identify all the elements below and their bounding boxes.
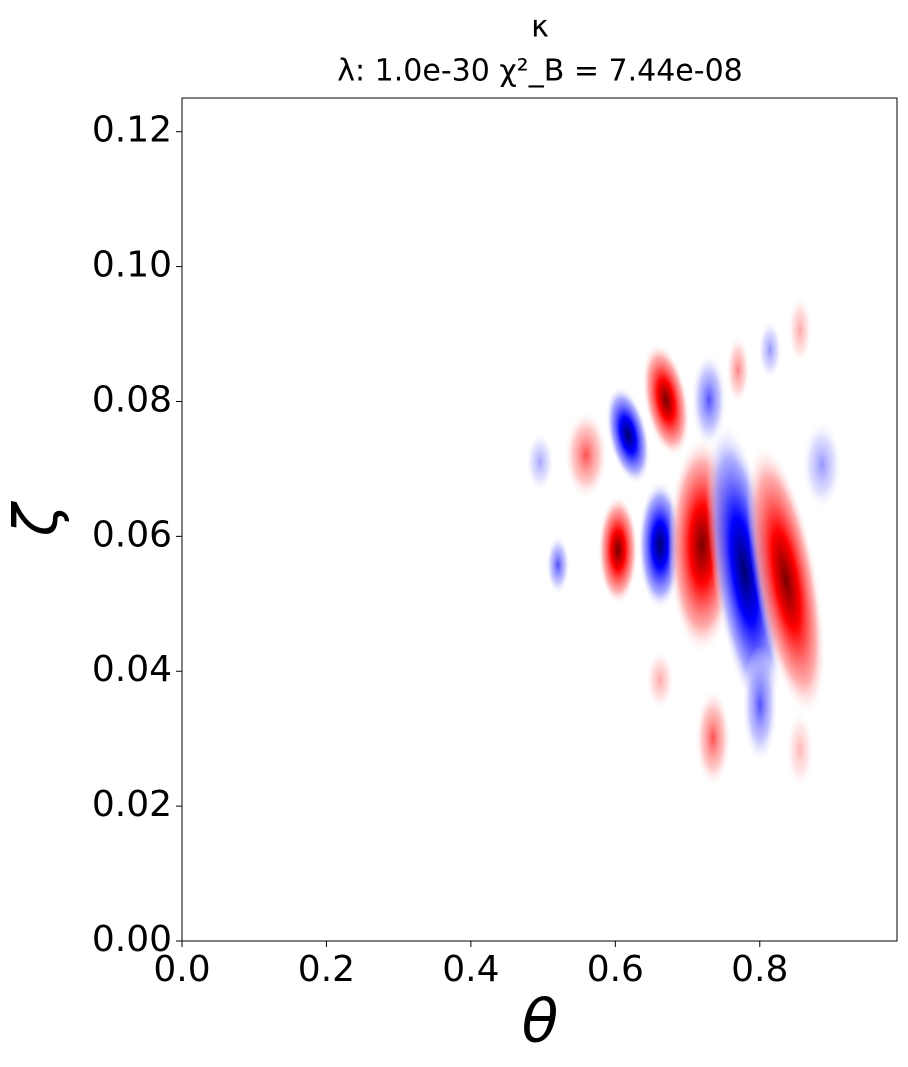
x-tick-label: 0.2 — [298, 949, 355, 990]
y-tick-label: 0.02 — [92, 784, 172, 825]
x-tick-label: 0.8 — [731, 949, 788, 990]
x-axis-label: θ — [522, 987, 559, 1057]
x-tick-label: 0.6 — [587, 949, 644, 990]
y-tick-label: 0.10 — [92, 245, 172, 286]
y-tick-label: 0.00 — [92, 919, 172, 960]
y-tick-label: 0.04 — [92, 649, 172, 690]
x-tick-label: 0.0 — [153, 949, 210, 990]
contour-field — [526, 295, 842, 790]
y-tick-label: 0.06 — [92, 514, 172, 555]
x-tick-label: 0.4 — [442, 949, 499, 990]
y-tick-label: 0.08 — [92, 379, 172, 420]
chart-subtitle: λ: 1.0e-30 χ²_B = 7.44e-08 — [337, 54, 743, 89]
chart-title: κ — [531, 10, 549, 45]
y-tick-label: 0.12 — [92, 110, 172, 151]
plot-frame — [181, 97, 898, 942]
y-axis-label: ζ — [2, 500, 72, 537]
